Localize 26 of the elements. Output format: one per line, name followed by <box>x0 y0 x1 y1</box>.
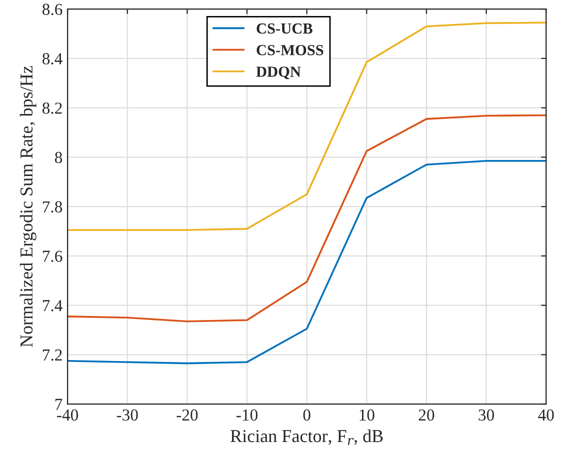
x-tick-label: 40 <box>538 409 554 421</box>
y-tick-label: 8.6 <box>42 4 62 16</box>
line-series <box>68 160 546 364</box>
x-tick-label: 0 <box>303 409 310 421</box>
y-tick-label: 8.2 <box>42 102 62 114</box>
legend-label: DDQN <box>256 66 301 80</box>
x-tick-label: -30 <box>116 409 138 421</box>
y-tick-label: 7 <box>55 398 62 410</box>
x-tick-label: 30 <box>478 409 494 421</box>
y-tick-label: 7.2 <box>42 349 62 361</box>
x-axis-title: Rician Factor, F$_{r}$, dB <box>230 429 383 445</box>
line-series <box>68 114 546 322</box>
x-tick-label: 20 <box>418 409 434 421</box>
y-tick-label: 8.4 <box>42 53 62 64</box>
y-tick-label: 8 <box>55 152 62 164</box>
x-tick-label: 10 <box>360 409 374 421</box>
x-tick-label: -10 <box>236 409 258 421</box>
y-tick-label: 7.8 <box>42 201 62 213</box>
legend-label: CS-UCB <box>256 23 312 34</box>
x-tick-label: -20 <box>176 409 198 421</box>
y-tick-label: 7.4 <box>42 300 62 312</box>
y-axis-title: Normalized Ergodic Sum Rate, bps/Hz <box>20 66 36 348</box>
line-series <box>68 22 546 231</box>
y-tick-label: 7.6 <box>42 250 62 262</box>
x-tick-label: -40 <box>57 409 78 421</box>
legend-label: CS-MOSS <box>256 44 324 56</box>
